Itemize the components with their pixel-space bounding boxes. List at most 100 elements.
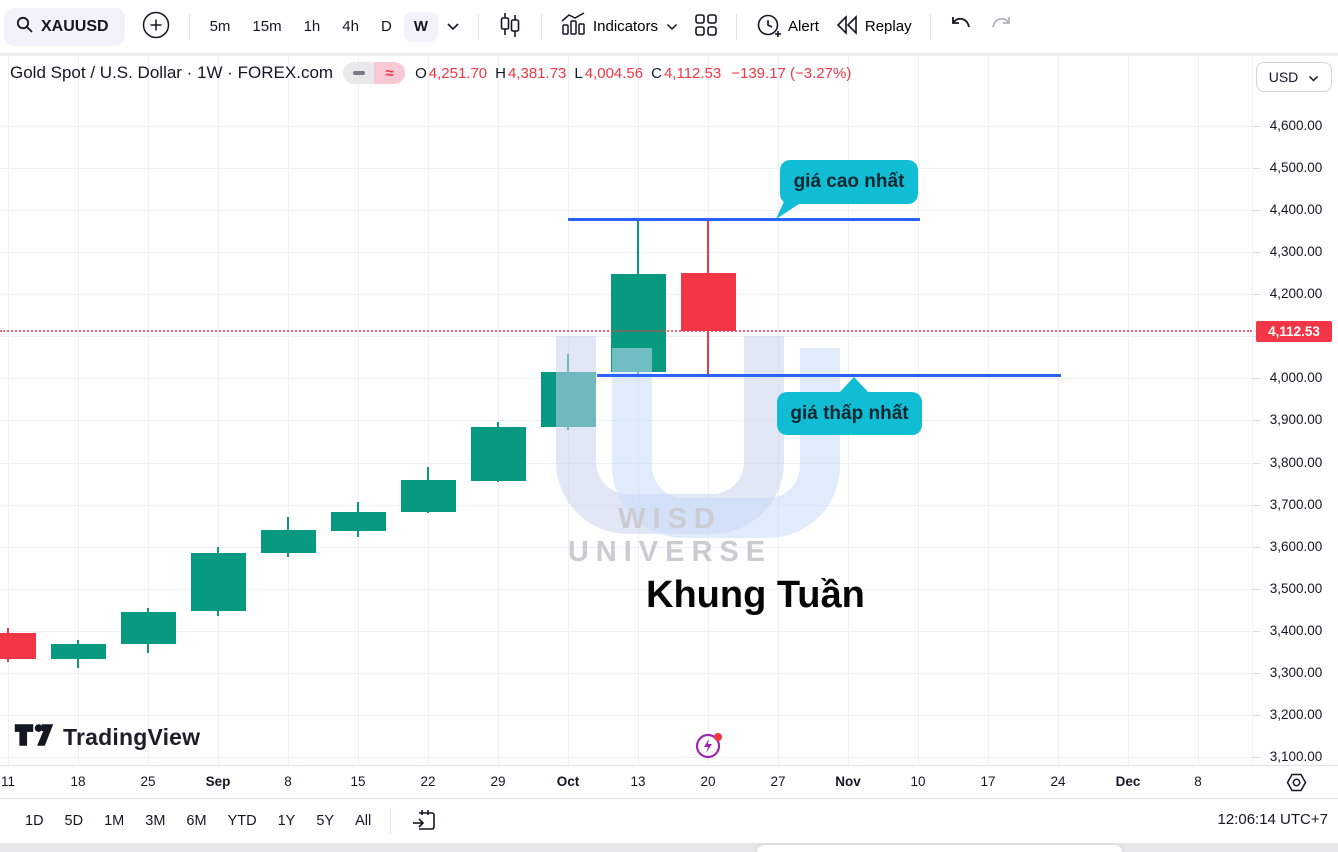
approx-price-indicator[interactable]: ≈ — [374, 62, 406, 84]
time-label[interactable]: 20 — [700, 774, 716, 789]
session-clock[interactable]: 12:06:14 UTC+7 — [1217, 811, 1329, 828]
dash-icon — [352, 71, 365, 75]
add-symbol-button[interactable] — [133, 8, 179, 46]
alert-label: Alert — [788, 18, 819, 35]
undo-button[interactable] — [941, 8, 981, 46]
candle[interactable] — [400, 479, 456, 513]
timeframe-dropdown-button[interactable] — [438, 8, 468, 46]
time-label[interactable]: 18 — [70, 774, 86, 789]
ohlc-value: 4,251.70 — [428, 64, 488, 82]
goto-date-button[interactable] — [403, 806, 445, 836]
time-label[interactable]: 8 — [284, 774, 292, 789]
time-label[interactable]: 17 — [980, 774, 996, 789]
candle[interactable] — [0, 632, 36, 659]
time-label[interactable]: 25 — [140, 774, 156, 789]
time-label[interactable]: 11 — [0, 774, 15, 789]
timeframe-1h[interactable]: 1h — [303, 18, 321, 35]
price-label: 4,400.00 — [1269, 202, 1323, 218]
timeframe-15m[interactable]: 15m — [252, 18, 282, 35]
range-1Y[interactable]: 1Y — [271, 809, 303, 833]
symbol-label: XAUUSD — [41, 17, 109, 35]
high-price-callout[interactable]: giá cao nhất — [776, 160, 918, 219]
range-5D[interactable]: 5D — [58, 809, 91, 833]
toolbar-separator — [540, 13, 542, 40]
price-axis-tick — [1253, 588, 1260, 590]
time-label[interactable]: 22 — [420, 774, 436, 789]
range-5Y[interactable]: 5Y — [309, 809, 341, 833]
calendar-goto-icon — [411, 808, 437, 835]
grid-line-horizontal — [0, 714, 1252, 716]
symbol-search-button[interactable]: XAUUSD — [4, 7, 125, 46]
range-6M[interactable]: 6M — [179, 809, 213, 833]
grid-line-horizontal — [0, 168, 1252, 170]
indicators-label: Indicators — [592, 18, 659, 35]
candle[interactable] — [680, 272, 736, 332]
timeframe-note: Khung Tuần — [646, 574, 865, 616]
grid-line-horizontal — [0, 126, 1252, 127]
hide-symbol-button[interactable] — [343, 62, 375, 84]
redo-button[interactable] — [981, 8, 1021, 46]
candle[interactable] — [330, 512, 386, 532]
timeframe-D[interactable]: D — [380, 18, 392, 35]
price-axis[interactable]: 4,600.00 4,500.00 4,400.00 4,300.00 4,200.00… — [1252, 55, 1338, 765]
alert-button[interactable]: Alert — [747, 8, 827, 46]
timeframe-5m[interactable]: 5m — [209, 18, 231, 35]
time-axis[interactable]: 11 18 25 Sep 8 15 22 29 Oct 13 20 27 Nov 10 17 24 Dec 8 — [0, 765, 1338, 799]
low-price-callout[interactable]: giá thấp nhất — [777, 377, 922, 435]
time-label[interactable]: Dec — [1115, 774, 1141, 789]
chart-canvas[interactable]: WISD UNIVERSE giá cao nhất giá thấp nhất… — [0, 0, 1252, 765]
time-label[interactable]: 13 — [630, 774, 646, 789]
candle[interactable] — [260, 529, 316, 553]
candle[interactable] — [50, 643, 106, 659]
tradingview-logo-icon — [14, 722, 54, 753]
grid-line-horizontal — [0, 630, 1252, 632]
time-label[interactable]: 10 — [910, 774, 926, 789]
symbol-title[interactable]: Gold Spot / U.S. Dollar · 1W · FOREX.com — [10, 63, 334, 82]
high-price-line[interactable] — [568, 218, 920, 221]
range-1M[interactable]: 1M — [97, 809, 131, 833]
time-label[interactable]: Sep — [205, 774, 231, 789]
candle[interactable] — [120, 611, 176, 644]
replay-button[interactable]: Replay — [827, 8, 920, 46]
timeframe-W[interactable]: W — [403, 11, 438, 42]
time-label[interactable]: 15 — [350, 774, 366, 789]
toolbar-divider — [0, 53, 1338, 56]
time-label[interactable]: 8 — [1194, 774, 1202, 789]
chevron-down-icon — [666, 19, 678, 34]
time-label[interactable]: Oct — [556, 774, 580, 789]
time-label[interactable]: Nov — [835, 774, 861, 789]
price-axis-tick — [1253, 714, 1260, 716]
price-label: 3,300.00 — [1269, 664, 1323, 680]
price-label: 3,700.00 — [1269, 496, 1323, 512]
timeframe-4h[interactable]: 4h — [342, 18, 359, 35]
chart-style-button[interactable] — [489, 8, 531, 46]
low-price-callout-label: giá thấp nhất — [790, 402, 909, 424]
candle[interactable] — [190, 552, 246, 612]
grid-line-vertical — [358, 55, 359, 765]
time-label[interactable]: 24 — [1050, 774, 1066, 789]
price-axis-tick — [1253, 252, 1260, 254]
layout-grid-button[interactable] — [686, 8, 726, 46]
legend-controls[interactable]: ≈ — [343, 62, 406, 84]
axis-settings-icon[interactable] — [1285, 771, 1308, 799]
range-1D[interactable]: 1D — [18, 809, 51, 833]
popup-peek — [757, 845, 1122, 852]
chevron-down-icon — [446, 19, 460, 34]
grid-line-vertical — [1128, 55, 1129, 765]
range-YTD[interactable]: YTD — [221, 809, 264, 833]
currency-dropdown[interactable]: USD — [1256, 62, 1332, 92]
price-axis-tick — [1253, 546, 1260, 548]
spark-reaction-icon[interactable] — [694, 730, 724, 765]
time-label[interactable]: 27 — [770, 774, 786, 789]
indicators-button[interactable]: Indicators — [552, 8, 686, 46]
range-3M[interactable]: 3M — [138, 809, 172, 833]
tradingview-brand[interactable]: TradingView — [14, 722, 200, 753]
candle[interactable] — [470, 426, 526, 482]
price-axis-tick — [1253, 462, 1260, 464]
low-price-line[interactable] — [597, 374, 1061, 377]
undo-icon — [949, 15, 973, 38]
price-label: 3,200.00 — [1269, 706, 1323, 722]
time-label[interactable]: 29 — [490, 774, 506, 789]
grid-line-horizontal — [0, 210, 1252, 212]
range-All[interactable]: All — [348, 809, 378, 833]
